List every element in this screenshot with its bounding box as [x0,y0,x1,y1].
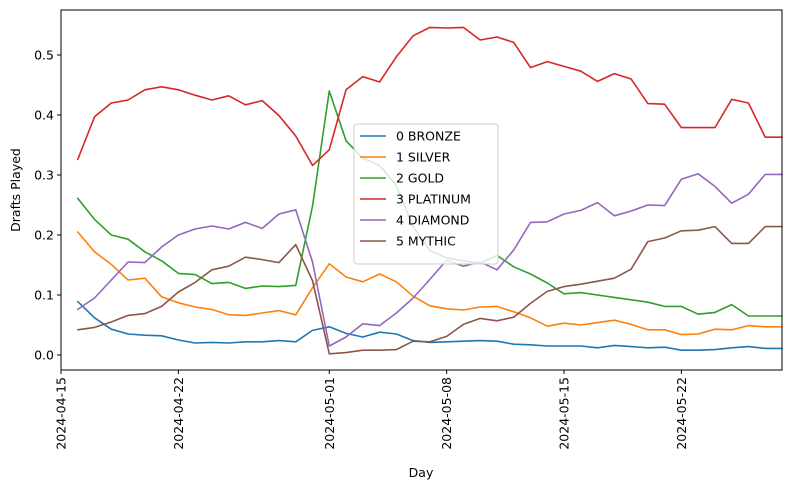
legend-label: 5 MYTHIC [396,234,456,249]
legend-box [353,123,499,265]
legend-label: 2 GOLD [396,171,444,186]
series-line-1-silver [76,231,783,336]
y-tick-label: 0.4 [34,108,54,123]
series-line-5-mythic [76,225,783,355]
x-tick-label: 2024-04-15 [54,377,69,450]
series-line-4-diamond [76,173,783,347]
legend-label: 1 SILVER [396,150,451,165]
legend-label: 0 BRONZE [396,129,461,144]
x-tick-label: 2024-04-22 [171,377,186,450]
legend-label: 3 PLATINUM [396,192,471,207]
y-tick-label: 0.5 [34,48,54,63]
y-axis-title: Drafts Played [8,148,23,232]
y-tick-label: 0.3 [34,168,54,183]
x-tick-label: 2024-05-22 [674,377,689,450]
y-tick-label: 0.2 [34,228,54,243]
plot-frame [60,9,783,371]
y-tick-label: 0.0 [34,348,54,363]
x-axis-title: Day [409,465,434,480]
y-axis: 0.0 0.1 0.2 0.3 0.4 0.5 [34,48,61,363]
legend: 0 BRONZE 1 SILVER 2 GOLD 3 PLATINUM 4 DIAMON… [353,123,499,265]
x-axis: 2024-04-15 2024-04-22 2024-05-01 2024-05-08… [54,370,689,450]
x-tick-label: 2024-05-08 [439,377,454,450]
y-tick-label: 0.1 [34,288,54,303]
x-tick-label: 2024-05-01 [322,377,337,450]
series-line-3-platinum [76,26,783,167]
x-tick-label: 2024-05-15 [557,377,572,450]
legend-label: 4 DIAMOND [396,213,469,228]
